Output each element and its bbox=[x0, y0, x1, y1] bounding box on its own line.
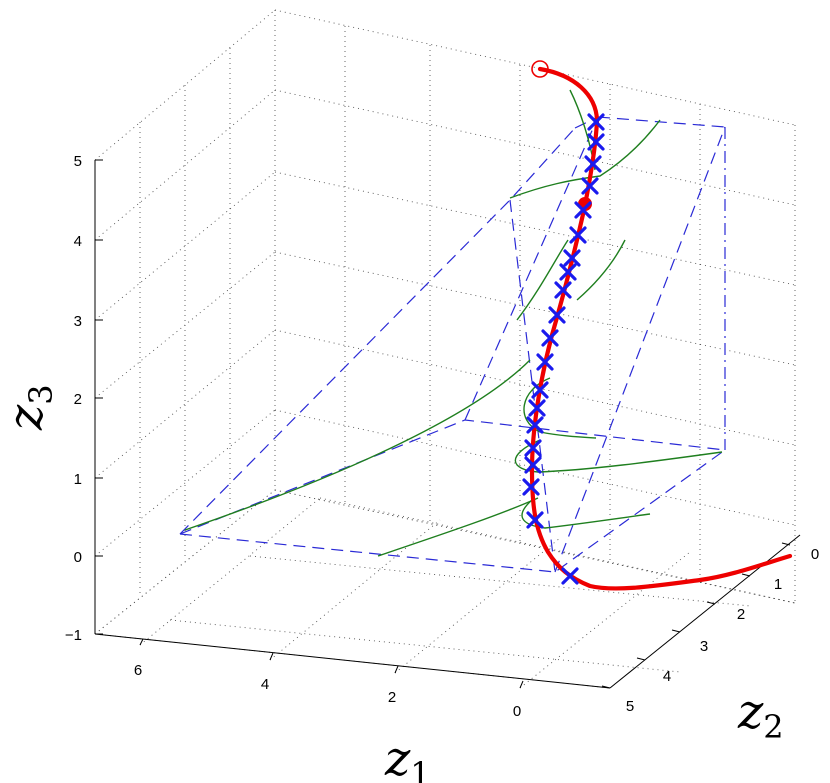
flow-line bbox=[521, 499, 651, 529]
z3-tick-label: 3 bbox=[74, 313, 82, 330]
region-edge bbox=[179, 419, 726, 535]
z3-axis-label: z3 bbox=[0, 384, 60, 431]
flow-line bbox=[516, 239, 569, 321]
sample-x-markers bbox=[522, 113, 605, 585]
x-marker bbox=[526, 416, 544, 434]
x-marker bbox=[561, 567, 579, 585]
z3-axis-label-group: z3 bbox=[0, 384, 60, 431]
z3-axis-label-base: z bbox=[0, 404, 54, 431]
z1-tick-label: 2 bbox=[388, 689, 396, 706]
x-marker bbox=[563, 249, 581, 267]
z2-axis-label-sub: 2 bbox=[763, 708, 783, 746]
region-edge bbox=[464, 116, 599, 421]
x-marker bbox=[536, 353, 554, 371]
x-marker bbox=[548, 306, 566, 324]
region-edge bbox=[179, 449, 726, 573]
flow-line bbox=[576, 239, 626, 301]
flow-line bbox=[184, 359, 531, 531]
z1-axis-label: z1 bbox=[384, 731, 431, 783]
axes bbox=[94, 159, 801, 689]
z2-tick-label: 0 bbox=[811, 546, 819, 563]
z1-tick-label: 4 bbox=[261, 676, 269, 693]
x-marker bbox=[522, 478, 540, 496]
flow-line bbox=[509, 119, 661, 199]
x-marker bbox=[587, 113, 605, 131]
x-marker bbox=[574, 201, 592, 219]
z3-axis-label-sub: 3 bbox=[22, 384, 60, 404]
region-box bbox=[179, 116, 726, 573]
z2-tick-label: 2 bbox=[737, 606, 745, 623]
z2-axis-label: z2 bbox=[737, 684, 784, 746]
x-marker bbox=[528, 399, 546, 417]
flow-lines bbox=[184, 89, 723, 557]
z2-axis-label-base: z bbox=[737, 684, 764, 740]
z3-tick-label: 5 bbox=[74, 153, 82, 170]
x-marker bbox=[526, 511, 544, 529]
z3-tick-label: −1 bbox=[65, 627, 82, 644]
x-marker bbox=[524, 456, 542, 474]
z2-tick-label: 5 bbox=[626, 698, 634, 715]
z1-tick-label: 0 bbox=[513, 703, 521, 720]
x-marker bbox=[584, 155, 602, 173]
z2-tick-label: 4 bbox=[663, 668, 671, 685]
x-marker bbox=[587, 133, 605, 151]
x-marker bbox=[569, 226, 587, 244]
region-edge bbox=[509, 199, 556, 573]
z3-tick-label: 1 bbox=[74, 471, 82, 488]
flow-line bbox=[377, 497, 539, 557]
z2-tick-label: 3 bbox=[700, 638, 708, 655]
z1-tick-labels: 6 4 2 0 bbox=[134, 662, 521, 720]
x-marker bbox=[581, 177, 599, 195]
region-edge bbox=[179, 127, 576, 535]
x-marker bbox=[524, 439, 542, 457]
x-marker bbox=[531, 381, 549, 399]
flow-line bbox=[514, 439, 723, 473]
z1-tick-label: 6 bbox=[134, 662, 142, 679]
z2-tick-labels: 0 1 2 3 4 5 bbox=[626, 546, 819, 715]
z1-axis-label-base: z bbox=[384, 731, 411, 783]
x-marker bbox=[559, 263, 577, 281]
grid-lines bbox=[94, 9, 796, 689]
trajectory-line bbox=[529, 66, 793, 591]
x-marker bbox=[554, 281, 572, 299]
region-edge bbox=[554, 126, 726, 573]
z3-tick-labels: 5 4 3 2 1 0 −1 bbox=[65, 153, 82, 644]
x-marker bbox=[541, 329, 559, 347]
z3-tick-label: 2 bbox=[74, 391, 82, 408]
start-marker bbox=[531, 60, 549, 78]
z3-tick-label: 0 bbox=[74, 549, 82, 566]
region-edge bbox=[597, 116, 726, 128]
z3-tick-label: 4 bbox=[74, 233, 82, 250]
z2-tick-label: 1 bbox=[774, 576, 782, 593]
z1-axis-label-sub: 1 bbox=[410, 755, 430, 783]
